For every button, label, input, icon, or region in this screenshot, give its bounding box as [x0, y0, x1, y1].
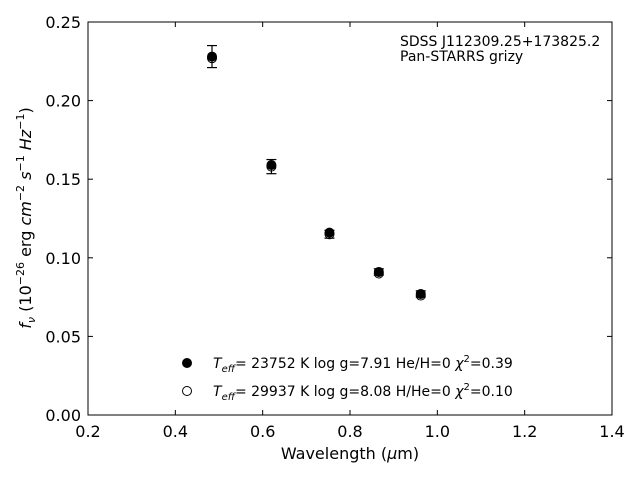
data-point-open: [207, 53, 218, 64]
data-points: [207, 44, 426, 301]
legend: Teff= 23752 K log g=7.91 He/H=0 χ2=0.39 …: [182, 354, 513, 403]
y-tick-label: 0.15: [45, 170, 81, 189]
y-tick-label: 0.25: [45, 13, 81, 32]
y-tick-label: 0.00: [45, 406, 81, 425]
x-tick-label: 0.8: [337, 422, 362, 441]
annotation-object-name: SDSS J112309.25+173825.2: [400, 34, 600, 50]
y-tick-label: 0.10: [45, 249, 81, 268]
x-tick-label: 0.4: [163, 422, 188, 441]
data-point-open: [324, 229, 335, 240]
x-tick-label: 1.0: [425, 422, 450, 441]
x-axis-label: Wavelength (μm): [281, 444, 419, 463]
data-point-open: [415, 290, 426, 301]
legend-marker-filled: [182, 358, 192, 368]
legend-marker-open: [182, 386, 192, 396]
axis-ticks: 0.2 0.4 0.6 0.8 1.0 1.2 1.4 0.00 0.05 0.10 0.15 0.2…: [45, 13, 624, 441]
annotation-survey: Pan-STARRS grizy: [400, 49, 523, 65]
x-tick-label: 0.2: [75, 422, 100, 441]
data-point-open: [373, 268, 384, 279]
y-tick-label: 0.20: [45, 92, 81, 111]
legend-label-2: Teff= 29937 K log g=8.08 H/He=0 χ2=0.10: [213, 382, 513, 403]
x-tick-label: 1.4: [599, 422, 624, 441]
data-point-open: [266, 161, 277, 172]
x-tick-label: 1.2: [512, 422, 537, 441]
x-tick-label: 0.6: [250, 422, 275, 441]
y-axis-label: fν (10−26 erg cm−2 s−1 Hz−1): [14, 107, 38, 328]
y-tick-label: 0.05: [45, 327, 81, 346]
legend-label-1: Teff= 23752 K log g=7.91 He/H=0 χ2=0.39: [213, 354, 513, 375]
